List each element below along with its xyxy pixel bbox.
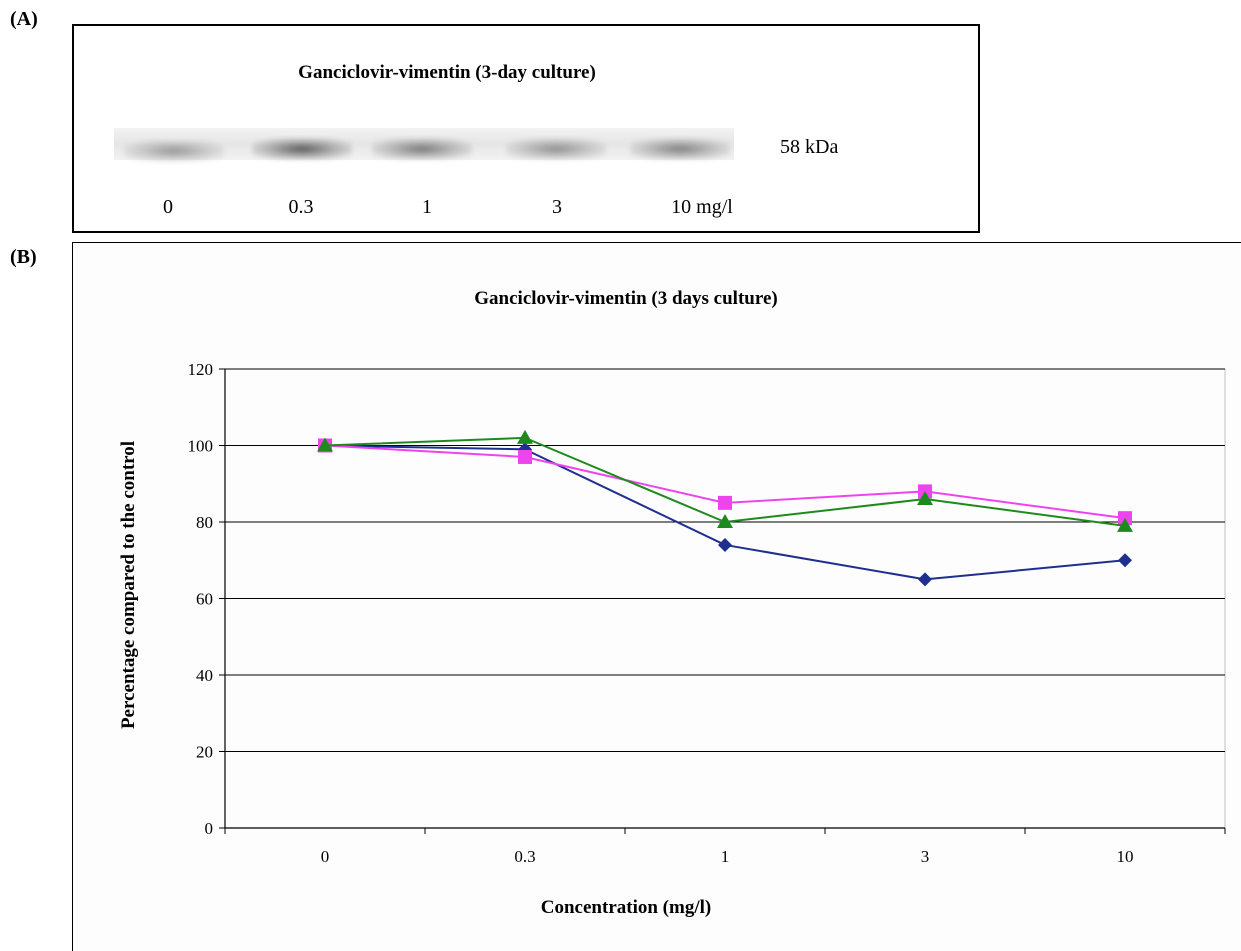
triangle-marker — [317, 437, 333, 452]
series-line-1 — [324, 444, 1126, 581]
y-tick-label: 100 — [188, 437, 214, 456]
y-tick-label: 60 — [196, 590, 213, 609]
line-chart: Ganciclovir-vimentin (3 days culture) Pe… — [118, 288, 1226, 918]
square-marker — [518, 449, 532, 464]
y-axis-label: Percentage compared to the control — [118, 441, 139, 729]
triangle-marker — [917, 491, 933, 506]
x-tick-label: 10 — [1117, 847, 1134, 866]
plot-area: 0 20 40 60 80 100 120 0 0.3 1 3 10 — [188, 360, 1226, 866]
diamond-marker — [918, 572, 932, 587]
chart-title: Ganciclovir-vimentin (3 days culture) — [474, 288, 777, 309]
blot-band-lane-2 — [252, 138, 352, 160]
diamond-marker — [1118, 553, 1132, 568]
y-tick-label: 40 — [196, 666, 213, 685]
triangle-marker — [1117, 517, 1133, 532]
blot-band-lane-1 — [124, 140, 224, 162]
y-tick-label: 20 — [196, 743, 213, 762]
lane-label: 0.3 — [288, 196, 314, 218]
x-axis-label: Concentration (mg/l) — [541, 897, 711, 918]
line-chart-panel: Ganciclovir-vimentin (3 days culture) Pe… — [72, 242, 1241, 951]
panel-a-label: (A) — [10, 8, 38, 30]
blot-band-lane-3 — [372, 138, 472, 160]
lane-label: 1 — [422, 196, 432, 218]
diamond-marker — [518, 442, 532, 457]
x-tick-label: 1 — [721, 847, 730, 866]
square-marker — [718, 495, 732, 510]
diamond-marker — [718, 537, 732, 552]
y-tick-label: 0 — [205, 819, 214, 838]
lane-label: 3 — [552, 196, 562, 218]
blot-title: Ganciclovir-vimentin (3-day culture) — [298, 62, 596, 83]
x-tick-label: 3 — [921, 847, 930, 866]
triangle-marker — [717, 514, 733, 528]
lane-label: 10 mg/l — [671, 196, 733, 218]
x-tick-label: 0 — [321, 847, 330, 866]
panel-b-label: (B) — [10, 246, 37, 268]
molecular-weight-label: 58 kDa — [780, 136, 839, 158]
blot-band-lane-4 — [506, 138, 606, 160]
western-blot-panel: Ganciclovir-vimentin (3-day culture) 58 … — [72, 24, 980, 233]
y-tick-label: 120 — [188, 360, 214, 379]
triangle-marker — [517, 429, 533, 444]
series-line-3 — [324, 436, 1126, 527]
lane-label: 0 — [163, 196, 173, 218]
x-tick-label: 0.3 — [514, 847, 535, 866]
y-tick-label: 80 — [196, 513, 213, 532]
blot-band-lane-5 — [630, 138, 730, 160]
